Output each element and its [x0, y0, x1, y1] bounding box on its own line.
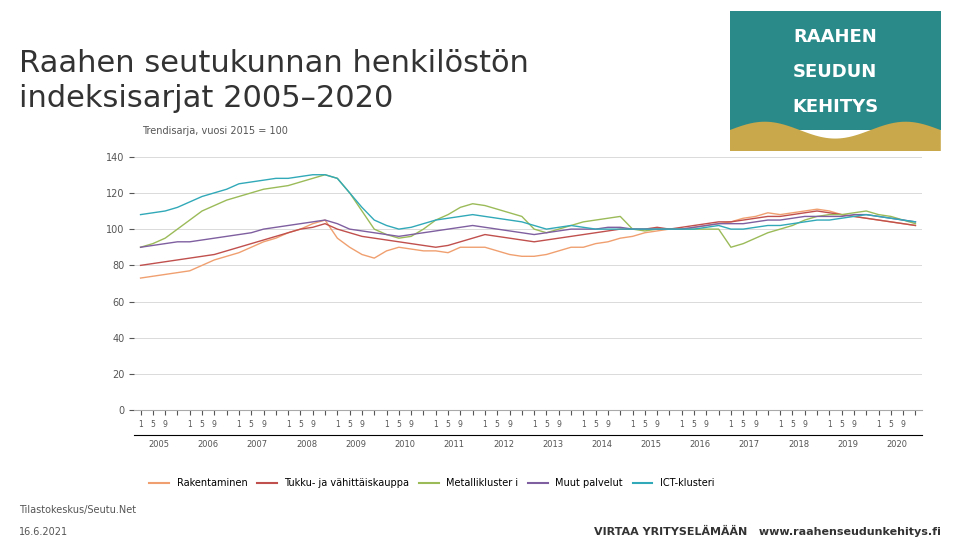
Tukku- ja vähittäiskauppa — [134, 262, 146, 268]
Line: Metallikluster i: Metallikluster i — [140, 175, 916, 247]
Text: Tilastokeskus/Seutu.Net: Tilastokeskus/Seutu.Net — [19, 505, 136, 515]
Metallikluster i — [320, 172, 331, 178]
Legend: Rakentaminen, Tukku- ja vähittäiskauppa, Metallikluster i, Muut palvelut, ICT-kl: Rakentaminen, Tukku- ja vähittäiskauppa,… — [146, 474, 718, 492]
Line: Rakentaminen: Rakentaminen — [140, 209, 916, 278]
Metallikluster i — [134, 244, 146, 251]
ICT-klusteri — [307, 172, 319, 178]
Rakentaminen — [811, 206, 823, 212]
Tukku- ja vähittäiskauppa — [811, 208, 823, 214]
Tukku- ja vähittäiskauppa — [455, 239, 467, 245]
Line: Muut palvelut: Muut palvelut — [140, 214, 916, 247]
ICT-klusteri — [652, 226, 663, 232]
Muut palvelut — [134, 244, 146, 251]
Rakentaminen — [639, 230, 651, 236]
Polygon shape — [730, 122, 941, 151]
ICT-klusteri — [663, 226, 675, 232]
Tukku- ja vähittäiskauppa — [627, 226, 638, 232]
Muut palvelut — [233, 231, 245, 238]
Rakentaminen — [910, 222, 922, 229]
Tukku- ja vähittäiskauppa — [639, 226, 651, 232]
Rakentaminen — [516, 253, 528, 260]
ICT-klusteri — [134, 211, 146, 218]
ICT-klusteri — [233, 180, 245, 187]
Text: RAAHEN: RAAHEN — [793, 28, 877, 46]
Muut palvelut — [639, 226, 651, 232]
Line: ICT-klusteri: ICT-klusteri — [140, 175, 916, 229]
Metallikluster i — [578, 219, 589, 225]
Rakentaminen — [455, 244, 467, 251]
Muut palvelut — [627, 226, 638, 232]
Muut palvelut — [516, 230, 528, 236]
Tukku- ja vähittäiskauppa — [516, 237, 528, 243]
Text: VIRTAA YRITYSELÄMÄÄN   www.raahenseudunkehitys.fi: VIRTAA YRITYSELÄMÄÄN www.raahenseudunkeh… — [594, 524, 941, 537]
Metallikluster i — [467, 200, 478, 207]
Metallikluster i — [233, 193, 245, 200]
Text: Raahen seutukunnan henkilöstön
indeksisarjat 2005–2020: Raahen seutukunnan henkilöstön indeksisa… — [19, 49, 529, 113]
ICT-klusteri — [393, 226, 404, 232]
Line: Tukku- ja vähittäiskauppa: Tukku- ja vähittäiskauppa — [140, 211, 916, 265]
Rakentaminen — [627, 233, 638, 240]
ICT-klusteri — [589, 226, 601, 232]
Text: 16.6.2021: 16.6.2021 — [19, 526, 68, 537]
ICT-klusteri — [540, 226, 552, 232]
Metallikluster i — [652, 226, 663, 232]
ICT-klusteri — [910, 219, 922, 225]
Metallikluster i — [639, 228, 651, 234]
Muut palvelut — [910, 219, 922, 225]
Rakentaminen — [233, 249, 245, 256]
Muut palvelut — [849, 211, 860, 218]
Tukku- ja vähittäiskauppa — [233, 244, 245, 251]
Tukku- ja vähittäiskauppa — [910, 222, 922, 229]
ICT-klusteri — [479, 213, 491, 220]
Tukku- ja vähittäiskauppa — [565, 233, 577, 240]
Muut palvelut — [455, 224, 467, 231]
Text: KEHITYS: KEHITYS — [792, 98, 878, 116]
Muut palvelut — [565, 226, 577, 232]
Text: SEUDUN: SEUDUN — [793, 63, 877, 81]
Text: Trendisarja, vuosi 2015 = 100: Trendisarja, vuosi 2015 = 100 — [142, 126, 288, 136]
Rakentaminen — [565, 244, 577, 251]
FancyBboxPatch shape — [730, 11, 941, 130]
Metallikluster i — [528, 226, 540, 232]
Rakentaminen — [134, 275, 146, 281]
Metallikluster i — [910, 220, 922, 227]
